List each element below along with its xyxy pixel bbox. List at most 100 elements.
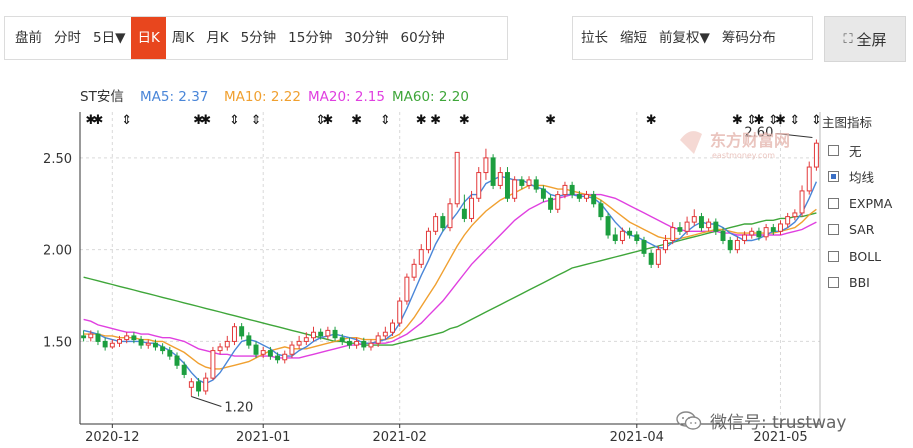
- candle-up: [433, 216, 439, 232]
- candle-up: [354, 340, 360, 346]
- candle-up: [210, 350, 216, 379]
- candle-up: [203, 377, 209, 392]
- candle-down: [131, 335, 137, 341]
- indicator-label: BOLL: [849, 248, 882, 264]
- event-marker: ⇕: [380, 113, 391, 128]
- indicator-option-sar[interactable]: SAR: [822, 221, 913, 239]
- candle-down: [160, 346, 166, 352]
- candle-down: [490, 157, 496, 186]
- adjust-dropdown[interactable]: 前复权▼: [659, 30, 710, 46]
- candle-up: [311, 331, 316, 339]
- candle-down: [196, 381, 202, 392]
- candle-down: [461, 208, 467, 219]
- candle-up: [397, 300, 403, 324]
- checkbox[interactable]: [828, 144, 839, 156]
- stock-name: ST安信: [80, 89, 124, 105]
- candle-down: [677, 227, 683, 232]
- candle-down: [591, 194, 597, 205]
- event-marker: ⇕: [121, 113, 132, 128]
- candle-up: [483, 157, 489, 174]
- candle-down: [713, 221, 719, 232]
- candle-up: [555, 194, 561, 210]
- candle-down: [770, 227, 776, 232]
- indicator-option-ma[interactable]: 均线: [822, 168, 913, 186]
- annotation-low: 1.20: [224, 400, 253, 415]
- tab-30min[interactable]: 30分钟: [344, 30, 389, 46]
- indicator-label: 均线: [849, 170, 875, 185]
- candle-down: [102, 340, 108, 348]
- candle-up: [706, 221, 712, 229]
- indicator-option-none[interactable]: 无: [822, 141, 913, 159]
- chip-distribution-button[interactable]: 筹码分布: [721, 30, 776, 46]
- candle-up: [117, 339, 122, 344]
- candle-up: [325, 329, 331, 337]
- event-marker: ⇕: [746, 113, 757, 128]
- tab-monthly-k[interactable]: 月K: [206, 30, 229, 46]
- candle-up: [778, 223, 783, 232]
- y-tick-label: 2.50: [43, 152, 72, 167]
- candle-up: [124, 335, 130, 341]
- candle-up: [785, 216, 791, 225]
- tab-daily-k[interactable]: 日K: [131, 17, 166, 59]
- tab-60min[interactable]: 60分钟: [400, 30, 445, 46]
- checkbox[interactable]: [828, 277, 839, 288]
- event-marker: ✱: [85, 113, 96, 128]
- candle-down: [634, 234, 640, 241]
- candle-up: [512, 179, 518, 199]
- event-marker: ✱: [93, 113, 104, 128]
- candle-down: [519, 179, 525, 186]
- candle-down: [727, 239, 733, 251]
- candle-up: [425, 230, 431, 251]
- x-tick-label: 2021-05: [753, 430, 807, 445]
- candle-down: [167, 350, 173, 357]
- event-marker: ⇕: [768, 113, 779, 128]
- annotation-high: 2.60: [744, 126, 773, 141]
- candle-down: [267, 350, 273, 357]
- period-toolbar: 盘前 分时 5日▼ 日K 周K 月K 5分钟 15分钟 30分钟 60分钟: [4, 16, 508, 60]
- shrink-button[interactable]: 缩短: [620, 30, 647, 46]
- candle-up: [799, 190, 805, 214]
- candle-up: [390, 322, 396, 333]
- indicator-option-boll[interactable]: BOLL: [822, 247, 913, 265]
- tab-premarket[interactable]: 盘前: [15, 30, 42, 46]
- indicator-option-bbi[interactable]: BBI: [822, 274, 913, 292]
- checkbox-checked[interactable]: [828, 171, 839, 182]
- event-marker: ⇕: [315, 113, 326, 128]
- candle-up: [368, 342, 374, 348]
- event-marker: ✱: [430, 113, 441, 128]
- stretch-button[interactable]: 拉长: [581, 30, 608, 46]
- candle-up: [691, 216, 697, 223]
- indicator-label: 无: [849, 143, 862, 159]
- candle-up: [526, 179, 532, 186]
- y-tick-label: 1.50: [43, 335, 72, 350]
- checkbox[interactable]: [828, 224, 839, 235]
- indicator-option-expma[interactable]: EXPMA: [822, 194, 913, 212]
- candle-down: [440, 216, 446, 229]
- legend-item: MA10: 2.22: [224, 89, 301, 105]
- fullscreen-button[interactable]: ⛶ 全屏: [824, 16, 906, 62]
- candle-up: [562, 184, 568, 196]
- wechat-id-text: 微信号: trustway: [710, 413, 847, 433]
- fullscreen-label: 全屏: [856, 30, 887, 49]
- annotation-arrow-low: [191, 395, 222, 407]
- candle-up: [584, 194, 589, 199]
- candle-up: [742, 234, 748, 241]
- tab-intraday[interactable]: 分时: [54, 30, 81, 46]
- candle-up: [469, 197, 475, 219]
- candle-down: [246, 335, 252, 346]
- tab-5min[interactable]: 5分钟: [240, 30, 277, 46]
- tab-15min[interactable]: 15分钟: [288, 30, 333, 46]
- checkbox[interactable]: [828, 197, 839, 209]
- checkbox[interactable]: [828, 250, 839, 262]
- tab-weekly-k[interactable]: 周K: [171, 30, 195, 46]
- event-marker: ✱: [753, 113, 764, 128]
- event-marker: ⇕: [811, 113, 822, 128]
- tab-5day[interactable]: 5日▼: [93, 30, 126, 46]
- event-marker: ✱: [200, 113, 211, 128]
- candle-up: [663, 239, 669, 251]
- candle-up: [734, 239, 740, 251]
- candle-down: [138, 339, 144, 346]
- candle-up: [282, 353, 288, 361]
- event-marker: ✱: [545, 113, 556, 128]
